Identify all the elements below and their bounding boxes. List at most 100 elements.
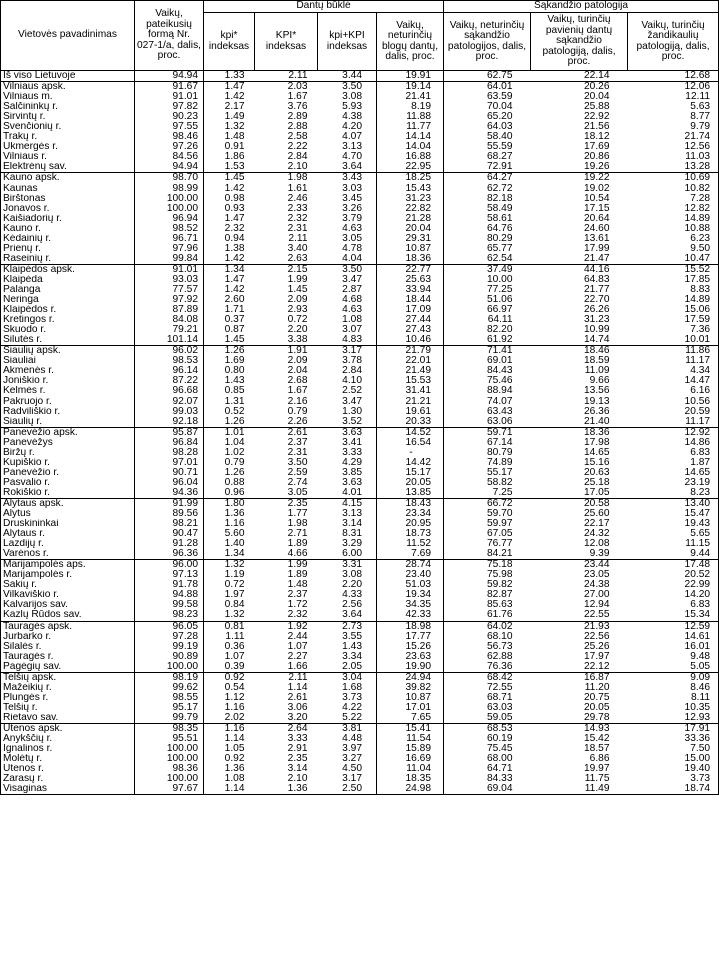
table-row: Visaginas 97.67 1.14 1.36 2.50 24.98 69.04 11.4… <box>0 784 719 796</box>
value-cell: 14.14 <box>376 132 444 143</box>
value-cell: 1.66 <box>287 661 308 672</box>
value-cell: 91.67 <box>134 81 204 93</box>
table-row: Radviliškio r. 99.03 0.52 0.79 1.30 19.61 63.4… <box>0 406 719 417</box>
value-cell: 1.47 <box>203 81 255 93</box>
value-cell: 7.50 <box>627 744 719 755</box>
value-cell: 68.10 <box>487 631 513 642</box>
location-name-cell: Varėnos r. <box>0 549 135 560</box>
value-cell: 12.56 <box>627 142 719 153</box>
value-cell: 17.69 <box>584 142 610 153</box>
value-cell: 5.22 <box>317 712 377 724</box>
value-cell: 17.01 <box>376 702 444 713</box>
value-cell: 3.29 <box>317 539 377 550</box>
location-name-cell: Jonavos r. <box>0 203 135 214</box>
value-cell: 15.26 <box>376 641 444 652</box>
table-row: Kaišiadorių r. 96.94 1.47 2.32 3.79 21.28 58.6… <box>0 213 719 224</box>
value-cell: 3.63 <box>317 426 377 438</box>
value-cell: 58.82 <box>487 477 513 488</box>
value-cell: 2.46 <box>287 193 308 204</box>
value-cell: 28.74 <box>376 559 444 571</box>
value-cell: 2.16 <box>287 396 308 407</box>
table-row: Mažeikių r. 99.62 0.54 1.14 1.68 39.82 72.55 11… <box>0 682 719 693</box>
value-cell: 2.73 <box>317 620 377 632</box>
value-cell: 1.67 <box>287 92 308 103</box>
value-cell: 6.23 <box>627 233 719 244</box>
value-cell: 3.26 <box>317 203 377 214</box>
value-cell: 14.86 <box>627 437 719 448</box>
value-cell: 75.18 <box>443 559 531 571</box>
value-cell: 1.07 <box>224 651 245 662</box>
value-cell: 62.54 <box>487 253 513 264</box>
value-cell: 101.14 <box>134 335 204 346</box>
value-cell: 4.33 <box>317 590 377 601</box>
value-cell: 2.93 <box>287 305 308 316</box>
value-cell: 9.48 <box>627 651 719 662</box>
table-body: Iš viso Lietuvoje 94.94 1.33 2.11 3.44 19.91 6… <box>0 70 719 796</box>
value-cell: 79.21 <box>134 325 204 336</box>
value-cell: 0.54 <box>224 682 245 693</box>
value-cell: 34.35 <box>376 600 444 611</box>
value-cell: 63.06 <box>487 416 513 427</box>
value-cell: 2.03 <box>254 81 318 93</box>
value-cell: 97.26 <box>134 142 204 153</box>
table-row: Šiauliai 98.53 1.69 2.09 3.78 22.01 69.01 18.59… <box>0 356 719 367</box>
value-cell: 4.48 <box>317 734 377 745</box>
location-name-cell: Tauragės apsk. <box>0 620 135 632</box>
value-cell: 19.02 <box>584 183 610 194</box>
location-name-cell: Telšių apsk. <box>0 671 135 683</box>
header-form-share: Vaikų, pateikusių formą Nr. 027-1/a, dal… <box>134 0 204 71</box>
value-cell: 99.79 <box>134 712 204 724</box>
value-cell: 18.57 <box>584 744 610 755</box>
value-cell: 3.13 <box>317 142 377 153</box>
value-cell: 14.47 <box>627 376 719 387</box>
value-cell: 65.77 <box>487 243 513 254</box>
value-cell: 27.00 <box>584 590 610 601</box>
value-cell: 3.31 <box>317 559 377 571</box>
value-cell: 90.23 <box>134 112 204 123</box>
value-cell: 5.65 <box>627 529 719 540</box>
value-cell: 3.85 <box>317 467 377 478</box>
table-row: Telšių apsk. 98.19 0.92 2.11 3.04 24.94 68.42 1… <box>0 671 719 683</box>
value-cell: 21.28 <box>376 213 444 224</box>
value-cell: 10.69 <box>627 172 719 184</box>
value-cell: 56.73 <box>487 641 513 652</box>
table-row: Šilutės r. 101.14 1.45 3.38 4.83 10.46 61.92 14… <box>0 335 719 346</box>
value-cell: 2.68 <box>287 376 308 387</box>
value-cell: 85.63 <box>487 600 513 611</box>
value-cell: 14.74 <box>584 335 610 346</box>
location-name-cell: Kalvarijos sav. <box>0 600 135 611</box>
table-row: Varėnos r. 96.36 1.34 4.66 6.00 7.69 84.21 9.39… <box>0 549 719 560</box>
location-name-cell: Utenos apsk. <box>0 723 135 735</box>
value-cell: 7.28 <box>627 193 719 204</box>
location-name-cell: Alytus <box>0 509 135 520</box>
value-cell: 84.56 <box>134 152 204 163</box>
value-cell: 3.33 <box>317 447 377 458</box>
table-row: Šilalės r. 99.19 0.36 1.07 1.43 15.26 56.73 25.… <box>0 641 719 652</box>
value-cell: 98.52 <box>134 223 204 234</box>
value-cell: 4.66 <box>287 549 308 560</box>
value-cell: 0.52 <box>224 406 245 417</box>
header-group-teeth-condition: Dantų būklė <box>203 0 444 13</box>
value-cell: 2.26 <box>287 416 308 427</box>
value-cell: 7.65 <box>376 712 444 724</box>
value-cell: 25.60 <box>584 509 610 520</box>
value-cell: 1.26 <box>224 467 245 478</box>
table-row: Palanga 77.57 1.42 1.45 2.87 33.94 77.25 21.77 8… <box>0 284 719 296</box>
table-row: Šiaulių r. 92.18 1.26 2.26 3.52 20.33 63.06 21.… <box>0 416 719 428</box>
value-cell: 24.60 <box>584 223 610 234</box>
value-cell: 2.15 <box>254 263 318 275</box>
value-cell: 2.59 <box>287 467 308 478</box>
value-cell: 4.50 <box>317 764 377 775</box>
table-row: Joniškio r. 87.22 1.43 2.68 4.10 15.53 75.46 9.… <box>0 376 719 387</box>
table-row: Utenos apsk. 98.35 1.16 2.64 3.81 15.41 68.53 1… <box>0 723 719 735</box>
value-cell: 23.19 <box>627 477 719 488</box>
value-cell: 2.33 <box>287 203 308 214</box>
value-cell: 8.11 <box>627 692 719 703</box>
header-single-teeth-bite: Vaikų, turinčių pavienių dantų sąkandžio… <box>530 12 628 71</box>
value-cell: 2.27 <box>287 651 308 662</box>
value-cell: 1.31 <box>224 396 245 407</box>
location-name-cell: Kazlų Rūdos sav. <box>0 610 135 622</box>
value-cell: 99.03 <box>134 406 204 417</box>
value-cell: 1.42 <box>224 183 245 194</box>
